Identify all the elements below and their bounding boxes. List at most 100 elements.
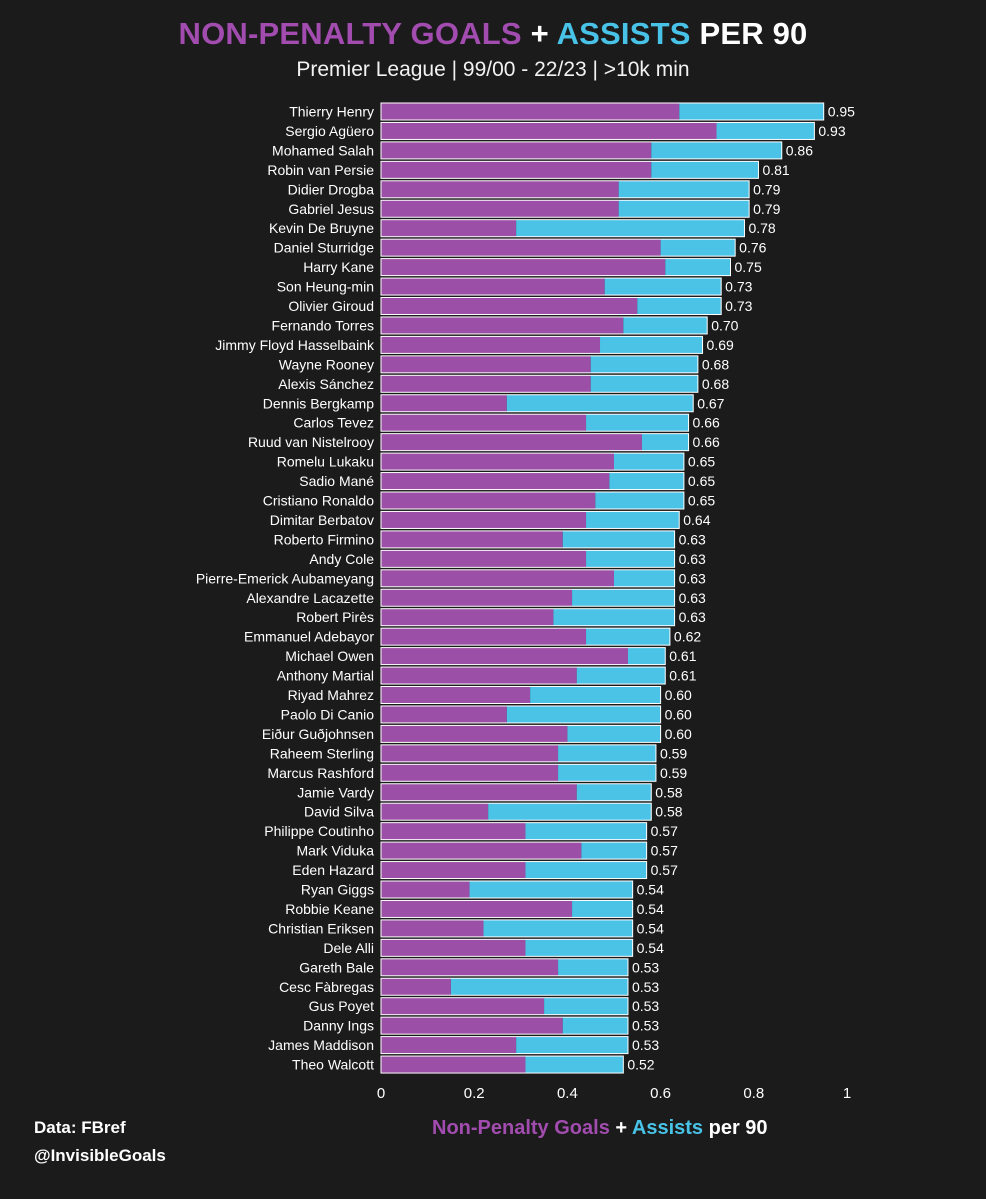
category-label: Philippe Coutinho	[264, 823, 374, 839]
bar-npg	[381, 530, 563, 548]
bar-npg	[381, 705, 507, 723]
total-label: 0.93	[818, 123, 845, 139]
total-label: 0.63	[679, 570, 706, 586]
bar-npg	[381, 1056, 526, 1074]
bar-assists	[586, 414, 689, 432]
category-label: Robbie Keane	[285, 901, 374, 917]
category-label: Paolo Di Canio	[281, 706, 375, 722]
bar-assists	[558, 764, 656, 782]
bar-assists	[572, 900, 633, 918]
credits: Data: FBref @InvisibleGoals	[34, 1114, 166, 1170]
title-assists: ASSISTS	[556, 16, 691, 51]
bar-npg	[381, 764, 559, 782]
bar-outline	[380, 530, 676, 549]
xlabel-npg: Non-Penalty Goals	[432, 1117, 610, 1139]
bar-npg	[381, 472, 610, 490]
category-label: Danny Ings	[303, 1018, 374, 1034]
bar-outline	[380, 394, 694, 413]
xlabel-plus: +	[615, 1117, 628, 1139]
bar-outline	[380, 608, 676, 627]
category-label: Sergio Agüero	[285, 123, 374, 139]
x-tick-label: 0	[377, 1085, 385, 1102]
total-label: 0.53	[632, 1037, 659, 1053]
bar-assists	[679, 103, 824, 120]
category-label: James Maddison	[268, 1037, 374, 1053]
total-label: 0.54	[637, 920, 664, 936]
total-label: 0.53	[632, 959, 659, 975]
bar-assists	[567, 725, 661, 743]
total-label: 0.81	[762, 162, 789, 178]
bar-outline	[380, 180, 750, 199]
bar-assists	[586, 628, 670, 646]
author-handle: @InvisibleGoals	[34, 1146, 166, 1165]
category-label: Carlos Tevez	[293, 415, 374, 431]
category-label: Dele Alli	[323, 940, 374, 956]
bar-outline	[380, 938, 634, 957]
total-label: 0.60	[665, 706, 692, 722]
bar-assists	[525, 822, 647, 840]
bar-npg	[381, 219, 517, 237]
bar-outline	[380, 588, 676, 607]
total-label: 0.61	[669, 648, 696, 664]
bar-outline	[380, 472, 685, 491]
total-label: 0.63	[679, 590, 706, 606]
bar-outline	[380, 899, 634, 918]
category-label: Robin van Persie	[267, 162, 374, 178]
category-label: Didier Drogba	[288, 181, 375, 197]
bar-npg	[381, 725, 568, 743]
bar-assists	[576, 667, 666, 685]
category-label: Christian Eriksen	[268, 920, 374, 936]
bar-npg	[381, 375, 591, 393]
bar-outline	[380, 802, 652, 821]
category-label: Daniel Sturridge	[274, 240, 375, 256]
bar-outline	[380, 510, 680, 529]
bar-assists	[562, 530, 675, 548]
total-label: 0.59	[660, 765, 687, 781]
bar-outline	[380, 822, 648, 841]
total-label: 0.58	[655, 804, 682, 820]
bar-npg	[381, 667, 577, 685]
bar-assists	[525, 939, 633, 957]
bar-assists	[614, 453, 684, 471]
bar-outline	[380, 355, 699, 374]
category-label: Ryan Giggs	[301, 882, 374, 898]
bar-npg	[381, 200, 619, 218]
bar-assists	[586, 511, 680, 529]
bar-assists	[590, 355, 698, 373]
bar-outline	[380, 880, 634, 899]
title-plus: +	[530, 16, 549, 51]
bar-npg	[381, 550, 587, 568]
bar-outline	[380, 374, 699, 393]
bar-assists	[558, 744, 656, 762]
bar-assists	[590, 375, 698, 393]
bar-assists	[595, 492, 684, 509]
total-label: 0.60	[665, 726, 692, 742]
bar-npg	[381, 433, 642, 451]
bar-assists	[530, 686, 661, 704]
total-label: 0.79	[753, 201, 780, 217]
bar-npg	[381, 978, 451, 996]
category-label: Olivier Giroud	[288, 298, 374, 314]
category-label: Anthony Martial	[277, 668, 374, 684]
bar-assists	[572, 589, 675, 607]
total-label: 0.70	[711, 317, 738, 333]
category-label: Dennis Bergkamp	[263, 395, 374, 411]
category-label: Sadio Mané	[299, 473, 374, 489]
category-label: Robert Pirès	[296, 609, 374, 625]
bar-npg	[381, 783, 577, 801]
bar-npg	[381, 103, 680, 120]
bar-npg	[381, 258, 666, 276]
x-tick-label: 0.4	[557, 1085, 578, 1102]
bar-npg	[381, 919, 484, 937]
bar-outline	[380, 297, 722, 315]
bar-outline	[380, 919, 634, 938]
category-label: Andy Cole	[309, 551, 374, 567]
bar-outline	[380, 491, 685, 510]
category-label: Marcus Rashford	[267, 765, 374, 781]
category-label: Dimitar Berbatov	[270, 512, 374, 528]
total-label: 0.67	[697, 395, 724, 411]
total-label: 0.54	[637, 901, 664, 917]
bar-npg	[381, 958, 559, 976]
category-label: Cristiano Ronaldo	[263, 493, 374, 509]
xlabel-assists: Assists	[631, 1117, 704, 1139]
